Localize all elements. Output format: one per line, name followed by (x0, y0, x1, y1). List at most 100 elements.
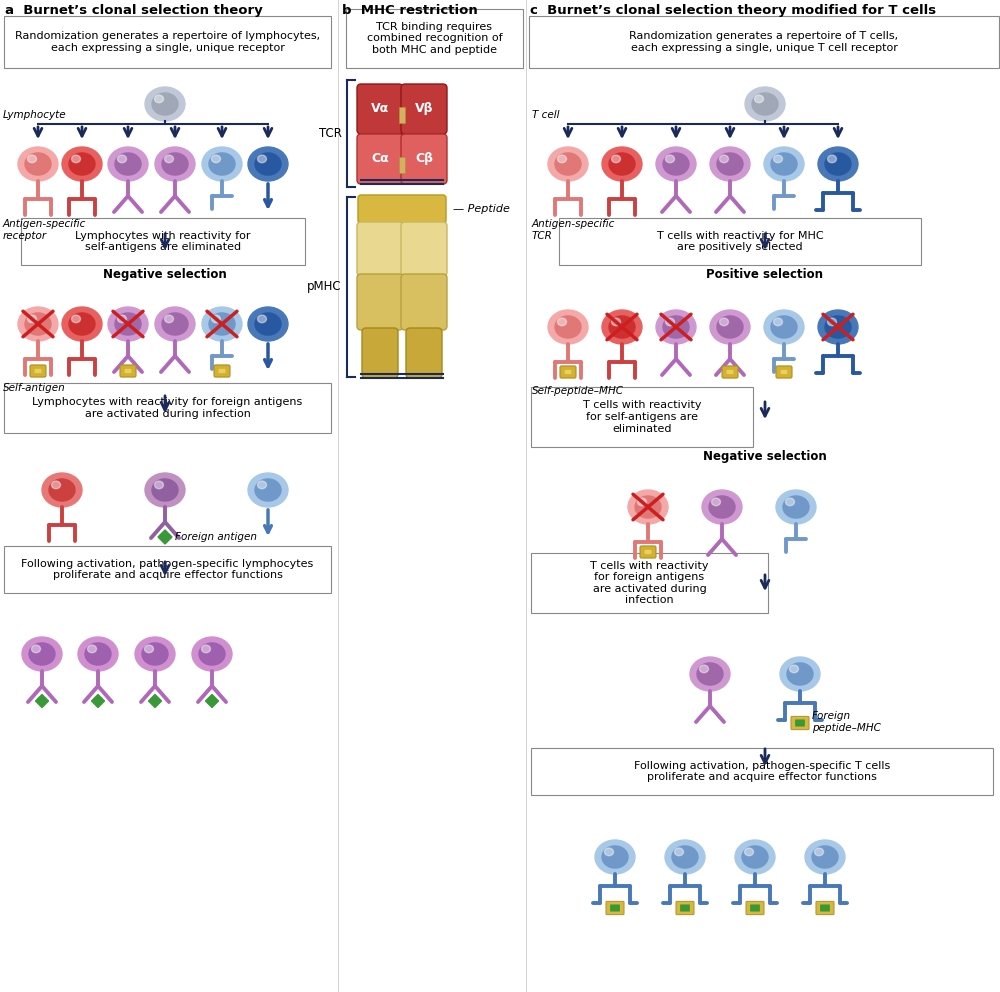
Ellipse shape (18, 147, 58, 181)
Ellipse shape (85, 643, 111, 665)
Ellipse shape (62, 147, 102, 181)
Ellipse shape (638, 498, 647, 506)
Text: T cell: T cell (532, 110, 559, 120)
Ellipse shape (783, 496, 809, 518)
FancyBboxPatch shape (727, 370, 733, 374)
Ellipse shape (162, 312, 188, 335)
Ellipse shape (612, 318, 620, 325)
FancyBboxPatch shape (214, 365, 230, 377)
Ellipse shape (88, 645, 96, 653)
FancyBboxPatch shape (401, 84, 447, 134)
FancyBboxPatch shape (4, 16, 331, 68)
Ellipse shape (108, 147, 148, 181)
Ellipse shape (202, 147, 242, 181)
Ellipse shape (555, 153, 581, 175)
Ellipse shape (674, 848, 684, 856)
Ellipse shape (258, 481, 266, 489)
FancyBboxPatch shape (357, 134, 403, 184)
Polygon shape (158, 530, 172, 544)
Text: a  Burnet’s clonal selection theory: a Burnet’s clonal selection theory (5, 4, 263, 17)
Ellipse shape (69, 312, 95, 335)
Ellipse shape (72, 155, 80, 163)
Text: Lymphocytes with reactivity for
self-antigens are eliminated: Lymphocytes with reactivity for self-ant… (75, 231, 251, 252)
Ellipse shape (818, 147, 858, 181)
Ellipse shape (828, 318, 836, 325)
Text: T cells with reactivity
for self-antigens are
eliminated: T cells with reactivity for self-antigen… (583, 401, 701, 434)
Ellipse shape (635, 496, 661, 518)
Ellipse shape (814, 848, 824, 856)
Ellipse shape (72, 315, 80, 322)
Ellipse shape (78, 637, 118, 671)
Ellipse shape (212, 155, 220, 163)
Ellipse shape (144, 645, 154, 653)
Ellipse shape (672, 846, 698, 868)
Ellipse shape (602, 310, 642, 344)
Ellipse shape (602, 147, 642, 181)
Text: Antigen-specific
TCR: Antigen-specific TCR (532, 219, 615, 241)
Ellipse shape (199, 643, 225, 665)
Ellipse shape (656, 147, 696, 181)
Ellipse shape (825, 153, 851, 175)
FancyBboxPatch shape (399, 107, 405, 123)
Text: Lymphocyte: Lymphocyte (3, 110, 67, 120)
Ellipse shape (780, 657, 820, 691)
Ellipse shape (609, 153, 635, 175)
Ellipse shape (164, 155, 174, 163)
Ellipse shape (558, 318, 566, 325)
Ellipse shape (258, 315, 266, 322)
FancyBboxPatch shape (401, 222, 447, 276)
Ellipse shape (745, 87, 785, 121)
Ellipse shape (700, 665, 708, 673)
Ellipse shape (29, 643, 55, 665)
Ellipse shape (255, 312, 281, 335)
FancyBboxPatch shape (401, 274, 447, 330)
Text: TCR binding requires
combined recognition of
both MHC and peptide: TCR binding requires combined recognitio… (367, 22, 502, 56)
Ellipse shape (690, 657, 730, 691)
FancyBboxPatch shape (406, 328, 442, 378)
Text: Foreign antigen: Foreign antigen (175, 532, 257, 542)
Text: c  Burnet’s clonal selection theory modified for T cells: c Burnet’s clonal selection theory modif… (530, 4, 936, 17)
Ellipse shape (720, 318, 728, 325)
Ellipse shape (825, 315, 851, 338)
FancyBboxPatch shape (357, 222, 403, 276)
Ellipse shape (152, 93, 178, 115)
FancyBboxPatch shape (4, 546, 331, 593)
Ellipse shape (712, 498, 720, 506)
Ellipse shape (720, 155, 728, 163)
FancyBboxPatch shape (791, 716, 809, 729)
Ellipse shape (776, 490, 816, 524)
Text: Randomization generates a repertoire of lymphocytes,
each expressing a single, u: Randomization generates a repertoire of … (15, 31, 320, 53)
Text: T cells with reactivity
for foreign antigens
are activated during
infection: T cells with reactivity for foreign anti… (590, 560, 709, 605)
Ellipse shape (145, 87, 185, 121)
FancyBboxPatch shape (606, 902, 624, 915)
Text: Cα: Cα (371, 153, 389, 166)
Ellipse shape (202, 645, 210, 653)
Ellipse shape (790, 665, 798, 673)
Ellipse shape (666, 155, 674, 163)
Ellipse shape (145, 473, 185, 507)
Ellipse shape (812, 846, 838, 868)
Ellipse shape (25, 312, 51, 335)
Text: Negative selection: Negative selection (103, 268, 227, 281)
Ellipse shape (744, 848, 754, 856)
Polygon shape (148, 694, 162, 707)
Ellipse shape (805, 840, 845, 874)
FancyBboxPatch shape (781, 370, 787, 374)
Ellipse shape (212, 315, 220, 322)
Ellipse shape (209, 153, 235, 175)
Ellipse shape (774, 318, 782, 325)
Ellipse shape (602, 846, 628, 868)
FancyBboxPatch shape (560, 366, 576, 378)
Ellipse shape (666, 318, 674, 325)
Text: Following activation, pathogen-specific lymphocytes
proliferate and acquire effe: Following activation, pathogen-specific … (21, 558, 314, 580)
Ellipse shape (595, 840, 635, 874)
FancyBboxPatch shape (820, 905, 830, 912)
Ellipse shape (209, 312, 235, 335)
FancyBboxPatch shape (4, 383, 331, 433)
FancyBboxPatch shape (565, 370, 571, 374)
Polygon shape (206, 694, 218, 707)
Ellipse shape (612, 155, 620, 163)
FancyBboxPatch shape (610, 905, 620, 912)
Ellipse shape (710, 310, 750, 344)
Text: Self-antigen: Self-antigen (3, 383, 66, 393)
